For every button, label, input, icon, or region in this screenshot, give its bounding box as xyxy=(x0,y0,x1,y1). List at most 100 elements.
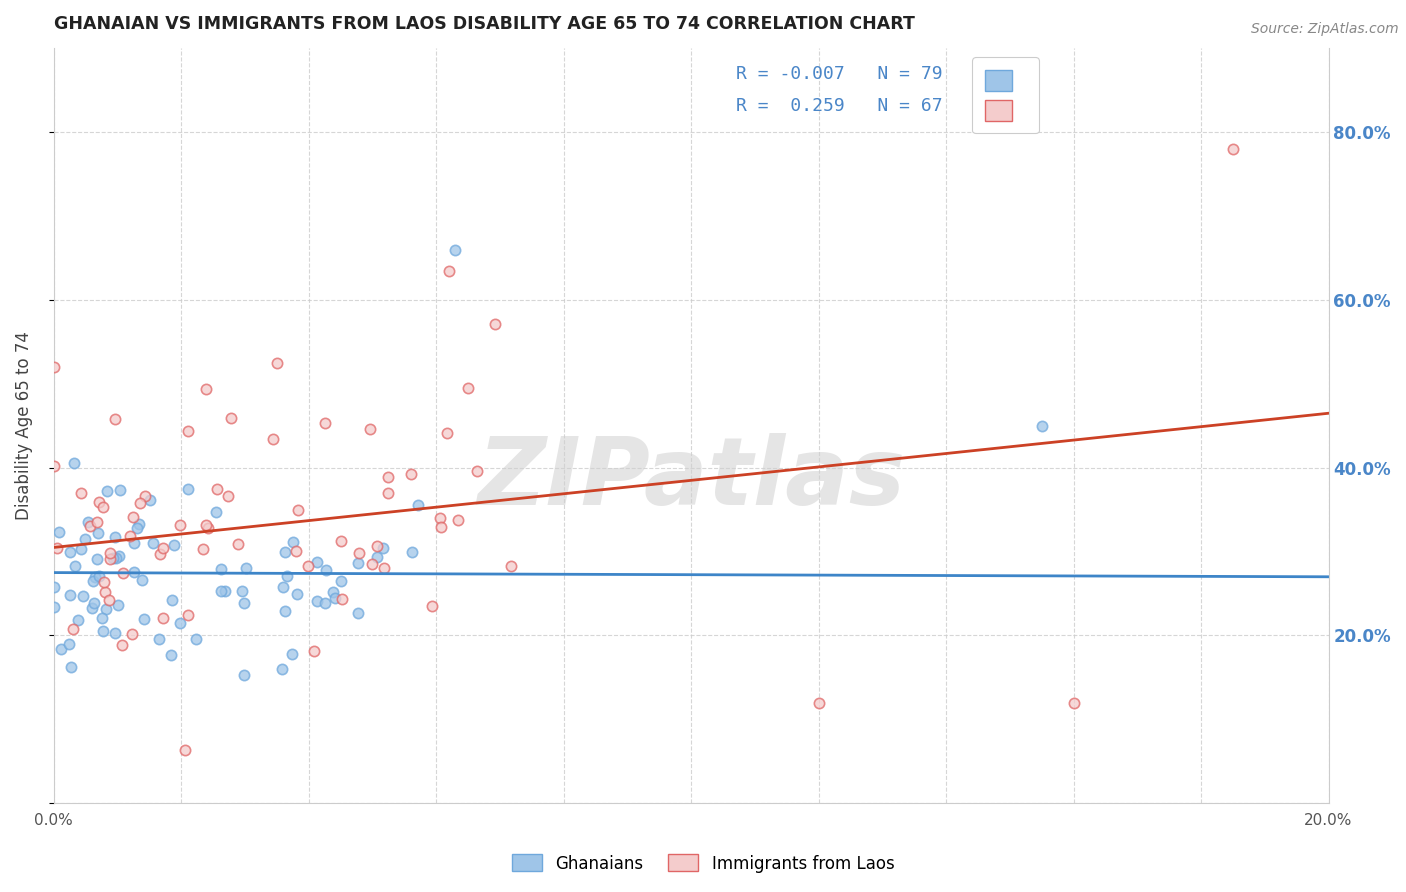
Point xyxy=(232,668,254,682)
Point xyxy=(98,551,121,566)
Legend: , : , xyxy=(973,57,1039,134)
Point xyxy=(219,410,242,425)
Point xyxy=(86,515,108,529)
Point xyxy=(1031,418,1053,433)
Point xyxy=(76,515,98,529)
Point xyxy=(226,537,249,551)
Point xyxy=(96,483,118,498)
Point xyxy=(148,547,170,561)
Point xyxy=(60,660,83,674)
Point xyxy=(285,544,308,558)
Point xyxy=(111,566,134,580)
Point xyxy=(315,563,337,577)
Point xyxy=(235,560,257,574)
Point xyxy=(163,538,186,552)
Point xyxy=(276,568,298,582)
Point xyxy=(121,627,143,641)
Point xyxy=(42,599,65,614)
Point xyxy=(93,585,115,599)
Point xyxy=(305,593,328,607)
Point xyxy=(360,557,382,571)
Point xyxy=(1222,142,1244,156)
Point xyxy=(173,743,195,757)
Point xyxy=(44,580,66,594)
Point xyxy=(122,510,145,524)
Point xyxy=(70,542,93,557)
Y-axis label: Disability Age 65 to 74: Disability Age 65 to 74 xyxy=(15,332,32,520)
Point xyxy=(86,526,108,541)
Point xyxy=(49,642,72,657)
Point xyxy=(148,632,170,646)
Point xyxy=(430,520,453,534)
Point xyxy=(124,535,146,549)
Point xyxy=(97,592,120,607)
Point xyxy=(359,422,381,436)
Point xyxy=(1063,696,1085,710)
Legend: Ghanaians, Immigrants from Laos: Ghanaians, Immigrants from Laos xyxy=(505,847,901,880)
Point xyxy=(91,500,114,515)
Point xyxy=(444,243,467,257)
Point xyxy=(108,483,131,498)
Point xyxy=(131,573,153,587)
Point xyxy=(197,521,219,535)
Point xyxy=(465,464,488,478)
Point xyxy=(271,580,294,594)
Point xyxy=(96,602,118,616)
Point xyxy=(302,643,325,657)
Point xyxy=(457,381,479,395)
Point xyxy=(305,555,328,569)
Point xyxy=(347,556,370,570)
Point xyxy=(499,559,522,574)
Point xyxy=(346,606,368,620)
Point xyxy=(58,637,80,651)
Point xyxy=(62,622,84,636)
Point xyxy=(281,647,304,661)
Point xyxy=(177,425,200,439)
Point xyxy=(142,536,165,550)
Point xyxy=(87,494,110,508)
Point xyxy=(274,545,297,559)
Point xyxy=(297,558,319,573)
Text: ZIPatlas: ZIPatlas xyxy=(477,433,905,524)
Point xyxy=(86,551,108,566)
Point xyxy=(266,355,288,369)
Point xyxy=(231,583,253,598)
Point xyxy=(160,592,183,607)
Point xyxy=(373,561,395,575)
Point xyxy=(73,532,96,546)
Point xyxy=(48,524,70,539)
Point xyxy=(152,610,174,624)
Point xyxy=(322,585,344,599)
Point xyxy=(104,626,127,640)
Point xyxy=(72,590,94,604)
Point xyxy=(366,550,388,565)
Point xyxy=(283,534,305,549)
Point xyxy=(79,519,101,533)
Point xyxy=(447,514,470,528)
Point xyxy=(42,360,65,375)
Point xyxy=(366,539,388,553)
Point xyxy=(128,516,150,531)
Point xyxy=(484,317,506,331)
Point xyxy=(214,584,236,599)
Point xyxy=(807,696,830,710)
Point xyxy=(134,612,156,626)
Point xyxy=(120,529,142,543)
Point xyxy=(408,498,430,512)
Point xyxy=(285,587,308,601)
Point xyxy=(207,483,229,497)
Point xyxy=(330,591,353,606)
Point xyxy=(209,583,232,598)
Point xyxy=(42,458,65,473)
Point xyxy=(98,546,121,560)
Point xyxy=(122,566,145,580)
Point xyxy=(82,574,104,588)
Point xyxy=(129,496,152,510)
Text: R =  0.259   N = 67: R = 0.259 N = 67 xyxy=(735,97,942,115)
Point xyxy=(127,521,149,535)
Point xyxy=(138,492,160,507)
Point xyxy=(169,517,191,532)
Point xyxy=(62,456,84,470)
Point xyxy=(436,425,458,440)
Point xyxy=(209,562,232,576)
